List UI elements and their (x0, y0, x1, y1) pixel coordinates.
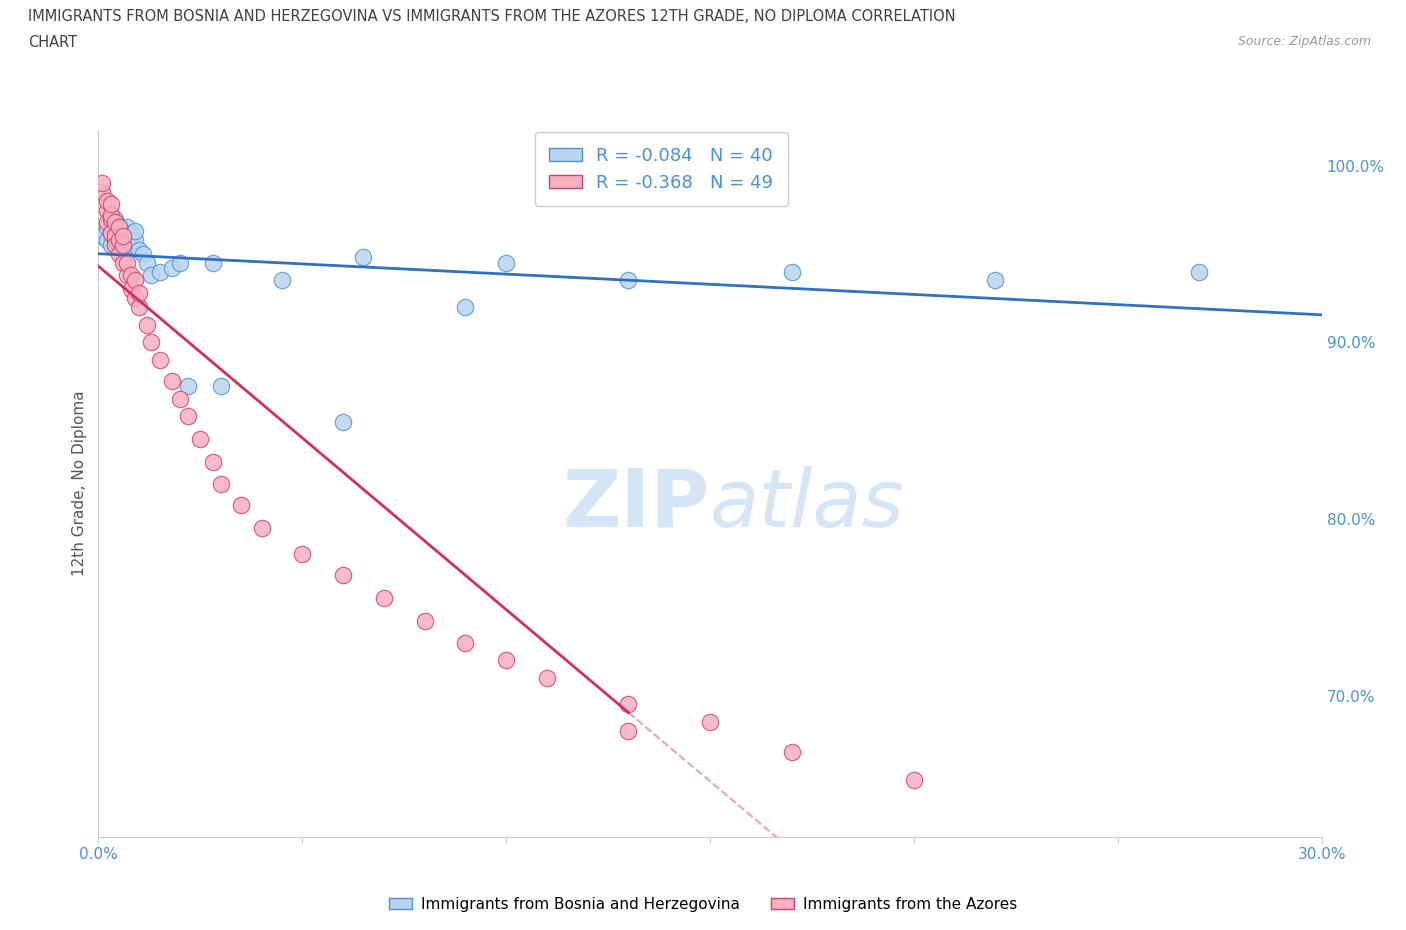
Point (132, 246, 155, 261)
Point (108, 246, 131, 261)
Point (413, 614, 436, 629)
Point (96, 232, 118, 247)
Point (111, 238, 134, 253)
Point (120, 225, 142, 240)
Point (100, 197, 122, 212)
Point (536, 671, 558, 685)
Point (617, 724, 640, 738)
Point (160, 260, 183, 275)
Point (149, 352, 172, 367)
Text: ZIP: ZIP (562, 466, 710, 544)
Point (111, 229, 134, 244)
Point (104, 232, 127, 247)
Point (104, 225, 127, 240)
Point (332, 568, 354, 583)
Point (108, 219, 131, 233)
Point (100, 215, 122, 230)
Point (780, 264, 803, 279)
Point (108, 229, 131, 244)
Point (903, 773, 925, 788)
Point (100, 211, 122, 226)
Point (141, 335, 163, 350)
Point (780, 745, 803, 760)
Point (104, 229, 127, 244)
Point (352, 250, 374, 265)
Point (617, 698, 640, 712)
Point (100, 225, 122, 240)
Text: CHART: CHART (28, 35, 77, 50)
Point (120, 238, 142, 253)
Point (270, 273, 294, 288)
Point (100, 225, 122, 240)
Point (454, 299, 477, 314)
Point (115, 256, 138, 271)
Point (177, 379, 200, 394)
Point (617, 273, 640, 288)
Point (250, 520, 273, 535)
Point (373, 591, 395, 606)
Point (120, 268, 142, 283)
Point (177, 409, 200, 424)
Point (332, 415, 354, 430)
Point (115, 229, 138, 244)
Point (1188, 264, 1211, 279)
Point (231, 498, 253, 512)
Point (96, 215, 118, 230)
Point (124, 232, 146, 247)
Point (91, 229, 114, 244)
Point (128, 243, 150, 258)
Point (495, 653, 517, 668)
Point (120, 282, 142, 297)
Point (201, 256, 224, 271)
Point (104, 238, 127, 253)
Point (454, 635, 477, 650)
Text: atlas: atlas (710, 466, 905, 544)
Point (111, 256, 134, 271)
Point (100, 238, 122, 253)
Point (984, 273, 1007, 288)
Point (96, 220, 118, 235)
Point (115, 268, 138, 283)
Point (91, 176, 114, 191)
Point (108, 220, 131, 235)
Point (96, 193, 118, 208)
Point (91, 185, 114, 200)
Point (169, 256, 191, 271)
Text: Source: ZipAtlas.com: Source: ZipAtlas.com (1237, 35, 1371, 48)
Point (291, 547, 314, 562)
Point (128, 299, 150, 314)
Y-axis label: 12th Grade, No Diploma: 12th Grade, No Diploma (72, 391, 87, 577)
Point (160, 374, 183, 389)
Point (699, 714, 721, 729)
Point (136, 317, 159, 332)
Point (149, 264, 172, 279)
Text: IMMIGRANTS FROM BOSNIA AND HERZEGOVINA VS IMMIGRANTS FROM THE AZORES 12TH GRADE,: IMMIGRANTS FROM BOSNIA AND HERZEGOVINA V… (28, 9, 956, 24)
Point (495, 256, 517, 271)
Point (100, 207, 122, 222)
Point (141, 268, 163, 283)
Point (108, 232, 131, 247)
Point (115, 220, 138, 235)
Point (96, 203, 118, 218)
Point (115, 238, 138, 253)
Point (201, 455, 224, 470)
Point (188, 432, 212, 447)
Point (104, 211, 127, 226)
Legend: Immigrants from Bosnia and Herzegovina, Immigrants from the Azores: Immigrants from Bosnia and Herzegovina, … (382, 891, 1024, 918)
Point (104, 215, 127, 230)
Legend: R = -0.084   N = 40, R = -0.368   N = 49: R = -0.084 N = 40, R = -0.368 N = 49 (534, 132, 787, 206)
Point (128, 286, 150, 300)
Point (124, 290, 146, 305)
Point (111, 232, 134, 247)
Point (124, 223, 146, 238)
Point (169, 392, 191, 406)
Point (209, 476, 232, 491)
Point (136, 256, 159, 271)
Point (124, 273, 146, 288)
Point (108, 238, 131, 253)
Point (209, 379, 232, 394)
Point (111, 223, 134, 238)
